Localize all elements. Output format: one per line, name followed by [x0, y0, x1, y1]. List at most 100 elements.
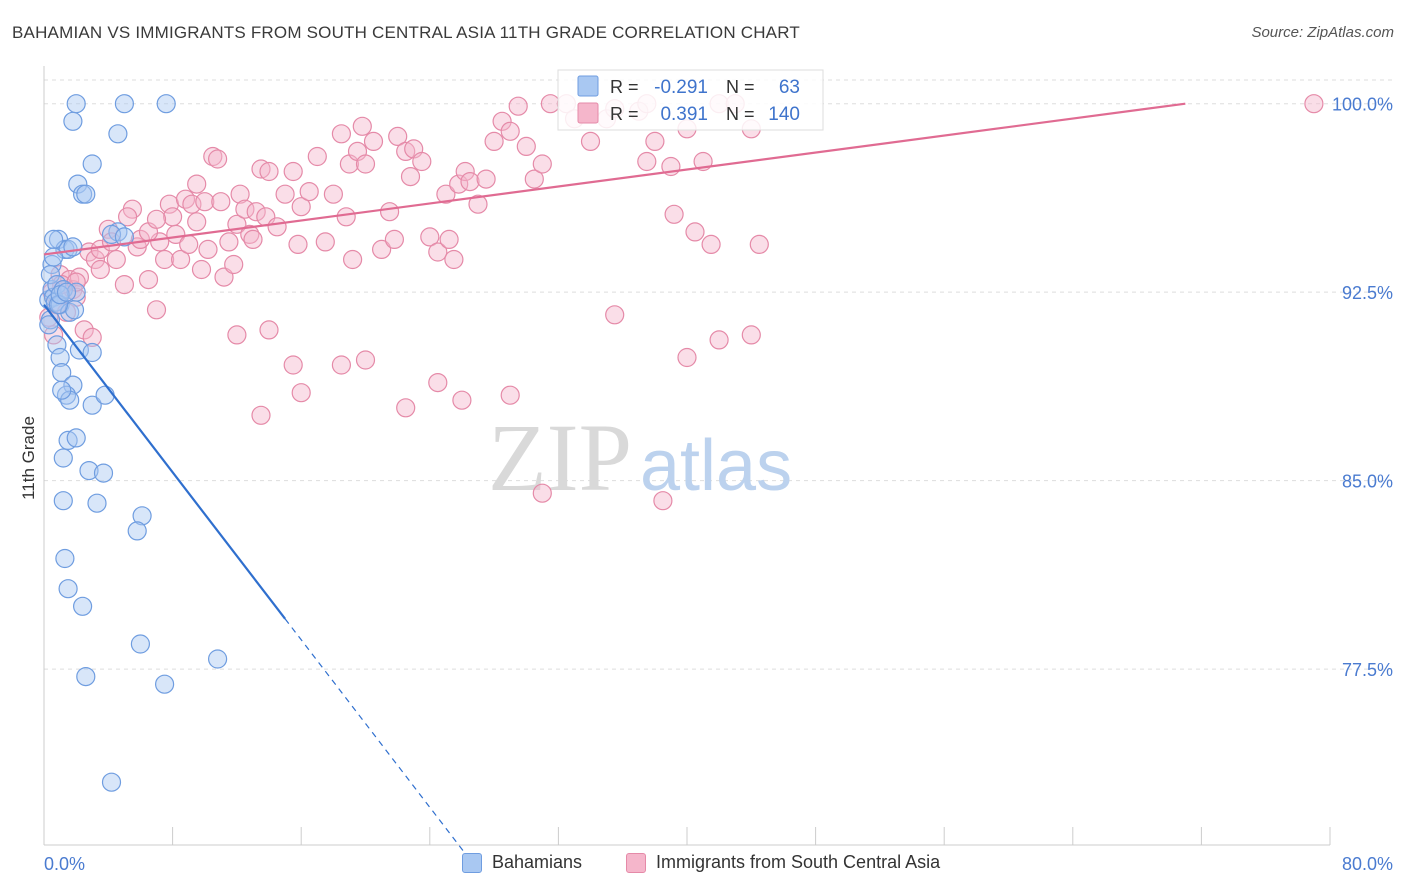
data-point-immigrants: [224, 254, 244, 275]
grid-layer: [44, 79, 1395, 670]
data-point-immigrants: [208, 149, 228, 169]
data-point-bahamians: [127, 521, 147, 541]
data-point-bahamians: [47, 335, 67, 355]
data-point-bahamians: [95, 385, 115, 405]
data-point-immigrants: [283, 355, 303, 375]
data-point-bahamians: [72, 596, 93, 616]
data-point-immigrants: [741, 325, 761, 345]
data-point-immigrants: [508, 96, 528, 116]
data-point-bahamians: [130, 634, 150, 654]
data-point-bahamians: [132, 506, 152, 526]
data-point-immigrants: [82, 327, 102, 347]
data-point-immigrants: [331, 124, 351, 144]
data-point-bahamians: [93, 463, 114, 483]
trend-line-bahamians: [43, 304, 286, 620]
data-point-immigrants: [637, 151, 657, 172]
data-point-immigrants: [428, 242, 448, 262]
data-point-immigrants: [420, 227, 440, 247]
data-point-immigrants: [396, 398, 416, 418]
data-point-immigrants: [709, 330, 729, 350]
data-point-immigrants: [323, 184, 343, 204]
data-point-immigrants: [106, 249, 126, 270]
series-immigrants-south-central-asia: [39, 94, 1324, 511]
y-axis-label: 11th Grade: [19, 416, 38, 500]
data-point-bahamians: [79, 461, 99, 481]
data-point-immigrants: [484, 131, 504, 151]
legend-item-bahamians[interactable]: Bahamians: [462, 852, 582, 873]
data-point-immigrants: [452, 390, 472, 410]
data-point-bahamians: [50, 347, 70, 368]
data-point-bahamians: [82, 342, 102, 363]
data-point-immigrants: [211, 192, 231, 212]
data-point-bahamians: [53, 448, 73, 468]
trend-line-bahamians-extrapolated: [284, 618, 471, 861]
y-tick-label: 85.0%: [1342, 472, 1393, 492]
data-point-immigrants: [492, 111, 512, 131]
y-tick-label: 100.0%: [1332, 95, 1393, 115]
data-point-immigrants: [219, 232, 239, 252]
data-point-immigrants: [516, 136, 536, 156]
data-point-immigrants: [331, 355, 351, 375]
stats-blue-swatch: [577, 75, 599, 97]
data-point-immigrants: [605, 305, 625, 325]
data-point-immigrants: [267, 217, 287, 237]
data-point-immigrants: [74, 320, 94, 340]
data-point-immigrants: [187, 174, 207, 194]
data-point-immigrants: [384, 229, 404, 249]
data-point-immigrants: [117, 207, 138, 227]
legend-swatch-blue: [462, 852, 482, 873]
data-point-immigrants: [251, 405, 271, 425]
data-point-immigrants: [155, 249, 175, 270]
data-point-immigrants: [400, 167, 421, 187]
data-point-immigrants: [532, 154, 552, 174]
data-point-bahamians: [82, 154, 102, 174]
data-point-immigrants: [701, 234, 721, 254]
data-point-bahamians: [101, 772, 122, 792]
legend-swatch-pink: [626, 852, 646, 873]
data-point-immigrants: [396, 141, 416, 161]
data-point-bahamians: [63, 237, 83, 257]
y-tick-label: 92.5%: [1342, 283, 1393, 303]
data-point-immigrants: [436, 184, 456, 204]
data-point-immigrants: [343, 249, 363, 270]
data-point-bahamians: [76, 184, 96, 204]
data-point-bahamians: [155, 674, 175, 694]
data-point-immigrants: [171, 249, 191, 270]
data-point-immigrants: [336, 207, 356, 227]
data-point-bahamians: [43, 247, 64, 267]
x-tick-label-max: 80.0%: [1342, 854, 1393, 874]
data-point-immigrants: [130, 229, 150, 249]
stats-pink-r-value: 0.391: [660, 104, 708, 125]
data-point-bahamians: [55, 548, 75, 569]
data-point-immigrants: [291, 383, 311, 403]
data-point-bahamians: [76, 666, 96, 687]
watermark-atlas: atlas: [640, 426, 792, 506]
data-point-immigrants: [468, 194, 488, 214]
data-point-bahamians: [58, 579, 78, 599]
data-point-immigrants: [355, 350, 376, 370]
data-point-immigrants: [460, 172, 480, 192]
data-point-bahamians: [60, 390, 80, 410]
data-point-immigrants: [291, 197, 311, 217]
data-point-immigrants: [179, 234, 199, 254]
data-point-immigrants: [315, 232, 335, 252]
data-point-immigrants: [90, 259, 110, 280]
data-point-immigrants: [380, 202, 400, 222]
legend-item-immigrants[interactable]: Immigrants from South Central Asia: [626, 852, 940, 873]
data-point-immigrants: [90, 239, 110, 259]
data-point-bahamians: [66, 94, 86, 114]
data-point-immigrants: [500, 121, 520, 141]
data-point-immigrants: [653, 491, 673, 511]
data-point-immigrants: [645, 131, 665, 151]
data-point-immigrants: [163, 207, 183, 227]
data-point-immigrants: [288, 234, 308, 254]
data-point-immigrants: [138, 270, 159, 290]
data-point-immigrants: [412, 151, 432, 172]
trend-lines: [43, 102, 1186, 861]
data-point-immigrants: [191, 259, 212, 280]
data-point-immigrants: [146, 209, 167, 229]
data-point-immigrants: [85, 249, 106, 270]
data-point-immigrants: [372, 239, 392, 259]
stats-pink-n-value: 140: [768, 104, 800, 125]
